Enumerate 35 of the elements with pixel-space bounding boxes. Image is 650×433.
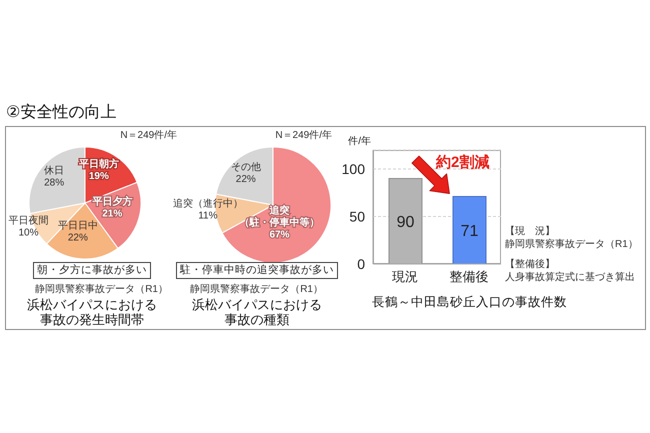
data-label: 22%: [236, 174, 256, 185]
text: 静岡県警察事故データ（R1）: [505, 238, 638, 251]
y-tick-label: 50: [349, 208, 366, 224]
text: 人身事故算定式に基づき算出: [505, 270, 635, 284]
callout-box: 朝・夕方に事故が多い: [33, 262, 151, 279]
y-axis-title: 件/年: [347, 135, 371, 148]
data-label: 10%: [18, 226, 39, 238]
callout-box: 駐・停車中時の追突事故が多い: [176, 262, 338, 279]
annotation: 約2割減: [436, 153, 490, 172]
data-label: 90: [396, 214, 414, 231]
text: 長鶴～中田島砂丘入口の事故件数: [372, 294, 567, 311]
y-tick-label: 0: [357, 256, 366, 272]
data-label: 28%: [44, 177, 64, 188]
text: N＝249件/年: [275, 129, 332, 142]
text: N＝249件/年: [120, 129, 177, 142]
text: 浜松バイパスにおける事故の種類: [191, 297, 323, 327]
data-label: 71: [460, 222, 478, 240]
slice-label: 平日夜間: [8, 214, 48, 226]
data-label: 67%: [269, 228, 290, 240]
x-tick-label: 整備後: [450, 269, 488, 284]
text: 静岡県警察事故データ（R1）: [190, 282, 323, 296]
text: 浜松バイパスにおける事故の発生時間帯: [26, 297, 158, 327]
data-label: 21%: [102, 208, 122, 219]
slice-label: その他: [230, 160, 261, 173]
text: 【現 況】: [505, 224, 555, 238]
data-label: 11%: [198, 210, 218, 222]
text: 静岡県警察事故データ（R1）: [35, 282, 168, 296]
data-label: 19%: [88, 170, 109, 182]
slice-label: 平日日中: [58, 219, 98, 232]
text: 【整備後】: [505, 258, 555, 271]
y-tick-label: 100: [342, 160, 366, 177]
slice-label: 休日: [44, 165, 64, 176]
data-label: 22%: [68, 232, 88, 244]
x-tick-label: 現況: [392, 269, 418, 284]
text: ②安全性の向上: [6, 102, 116, 123]
